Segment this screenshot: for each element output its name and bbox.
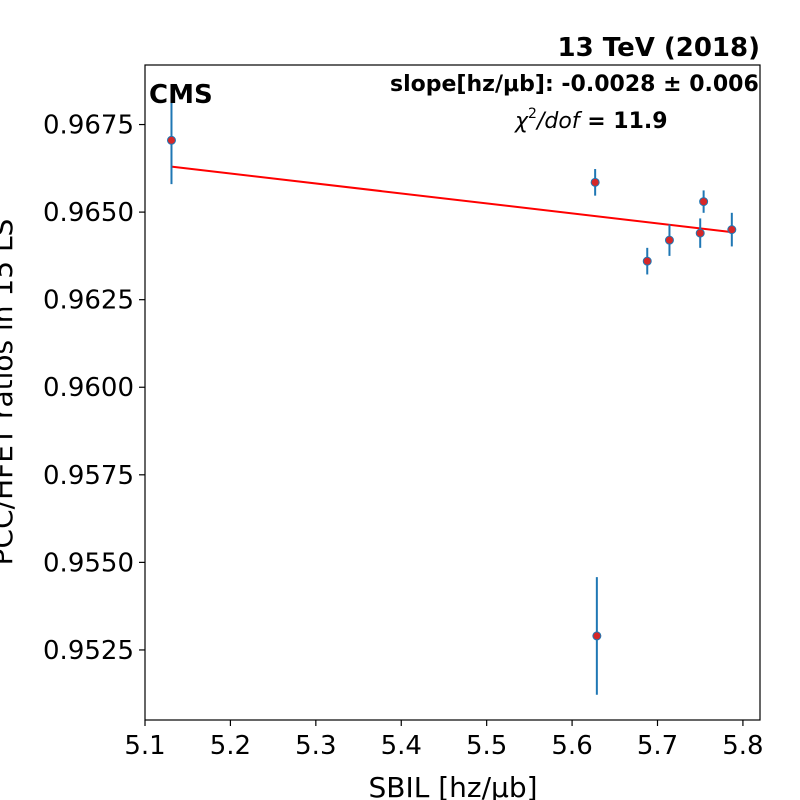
- x-tick-label: 5.5: [466, 731, 507, 761]
- y-tick-label: 0.9650: [43, 198, 134, 228]
- data-point: [590, 177, 600, 187]
- y-tick-label: 0.9550: [43, 548, 134, 578]
- x-tick-label: 5.7: [637, 731, 678, 761]
- x-axis-title: SBIL [hz/μb]: [368, 771, 537, 800]
- x-tick-label: 5.4: [381, 731, 422, 761]
- fit-line: [171, 165, 732, 234]
- chi2-value: = 11.9: [580, 109, 668, 134]
- x-axis-ticks: 5.1 5.2 5.3 5.4 5.5 5.6 5.7 5.8: [124, 720, 764, 761]
- chi2-symbol: χ: [514, 109, 529, 134]
- x-tick-label: 5.8: [722, 731, 763, 761]
- x-tick-label: 5.3: [295, 731, 336, 761]
- y-tick-label: 0.9600: [43, 373, 134, 403]
- y-tick-label: 0.9625: [43, 286, 134, 316]
- cms-label: CMS: [149, 80, 213, 110]
- data-point: [727, 225, 737, 235]
- chart-marks: [166, 96, 737, 695]
- data-point: [166, 135, 176, 145]
- y-axis-ticks: 0.9525 0.9550 0.9575 0.9600 0.9625 0.9650 0.96…: [43, 111, 145, 666]
- x-tick-label: 5.2: [210, 731, 251, 761]
- chi2-label: χ2/dof = 11.9: [514, 106, 668, 134]
- y-tick-label: 0.9675: [43, 111, 134, 141]
- y-tick-label: 0.9525: [43, 636, 134, 666]
- chi2-exponent: 2: [528, 106, 537, 122]
- data-point: [642, 256, 652, 266]
- data-point: [699, 197, 709, 207]
- y-axis-title: PCC/HFET ratios in 15 LS: [0, 219, 19, 566]
- chi2-dof: /dof: [535, 109, 583, 134]
- plot-frame: [144, 64, 761, 721]
- x-tick-label: 5.6: [551, 731, 592, 761]
- slope-label: slope[hz/μb]: -0.0028 ± 0.006: [390, 72, 759, 97]
- x-tick-label: 5.1: [124, 731, 165, 761]
- y-tick-label: 0.9575: [43, 461, 134, 491]
- energy-label: 13 TeV (2018): [558, 33, 760, 63]
- data-point: [695, 228, 705, 238]
- data-point: [592, 631, 602, 641]
- data-point: [664, 235, 674, 245]
